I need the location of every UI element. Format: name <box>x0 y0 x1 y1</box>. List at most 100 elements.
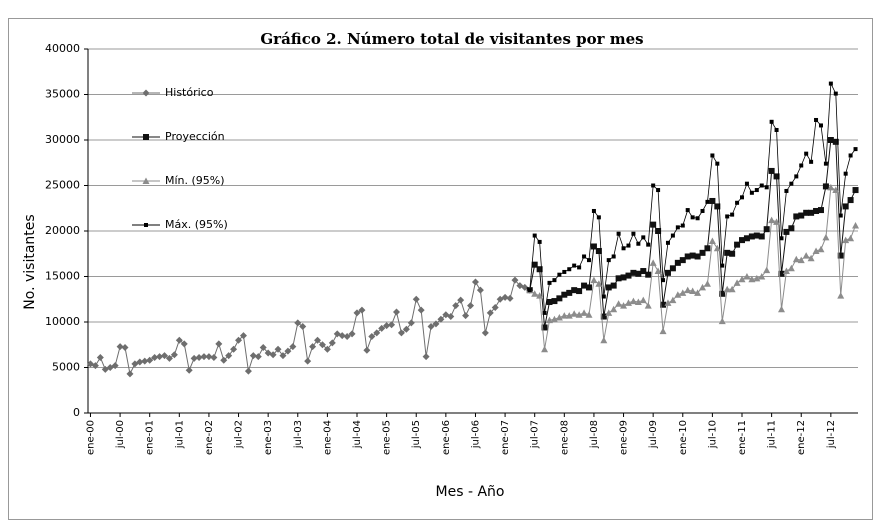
marker <box>259 343 267 351</box>
marker <box>794 174 799 179</box>
marker <box>843 171 848 176</box>
marker <box>304 357 312 365</box>
marker <box>610 282 617 289</box>
marker <box>427 323 435 331</box>
marker <box>501 293 509 301</box>
marker <box>532 233 537 238</box>
marker <box>684 253 691 260</box>
marker <box>358 306 366 314</box>
marker <box>661 278 666 283</box>
marker <box>753 232 760 239</box>
marker <box>705 199 710 204</box>
x-tick-label: ene-03 <box>263 420 274 455</box>
marker <box>289 343 297 351</box>
marker <box>842 203 849 210</box>
marker <box>768 167 775 174</box>
marker <box>763 226 770 233</box>
marker <box>715 161 720 166</box>
marker <box>175 336 183 344</box>
x-tick-label: ene-05 <box>382 420 393 455</box>
marker <box>567 267 572 272</box>
marker <box>743 235 750 242</box>
marker <box>817 245 825 253</box>
legend-label: Proyección <box>165 130 225 143</box>
marker <box>759 183 764 188</box>
marker <box>823 161 828 166</box>
marker <box>537 239 542 244</box>
x-tick-label: ene-09 <box>619 420 630 455</box>
y-tick-label: 5000 <box>52 361 80 374</box>
marker <box>274 345 282 353</box>
marker <box>397 329 405 337</box>
marker <box>625 272 632 279</box>
marker <box>817 207 824 214</box>
marker <box>220 356 228 364</box>
marker <box>595 280 603 287</box>
marker <box>585 311 593 318</box>
marker <box>645 271 652 278</box>
marker <box>620 274 627 281</box>
y-tick-label: 30000 <box>45 133 80 146</box>
marker <box>620 302 628 309</box>
marker <box>225 352 233 360</box>
marker <box>581 282 588 289</box>
marker <box>670 233 675 238</box>
marker <box>314 336 322 344</box>
marker <box>694 289 702 296</box>
marker <box>774 127 779 132</box>
legend-label: Histórico <box>165 86 214 99</box>
marker <box>116 343 124 351</box>
x-tick-label: jul-05 <box>411 420 422 449</box>
marker <box>353 309 361 317</box>
marker <box>511 276 519 284</box>
marker <box>279 352 287 360</box>
marker <box>531 261 538 268</box>
marker <box>437 315 445 323</box>
marker <box>407 319 415 327</box>
marker <box>136 358 144 366</box>
marker <box>580 309 588 316</box>
marker <box>170 351 178 359</box>
x-tick-label: jul-07 <box>530 420 541 449</box>
marker <box>675 225 680 230</box>
marker <box>471 278 479 286</box>
marker <box>764 185 769 190</box>
marker <box>591 208 596 213</box>
x-tick-label: jul-04 <box>352 420 363 449</box>
marker <box>629 297 637 305</box>
marker <box>703 280 711 287</box>
y-tick-label: 20000 <box>45 224 80 237</box>
marker <box>788 225 795 232</box>
x-tick-label: jul-03 <box>293 420 304 449</box>
marker <box>595 248 602 255</box>
marker <box>635 270 642 277</box>
marker <box>565 312 573 319</box>
marker <box>571 287 578 294</box>
marker <box>773 173 780 180</box>
y-tick-label: 25000 <box>45 179 80 192</box>
marker <box>388 321 396 329</box>
marker <box>570 310 578 317</box>
marker <box>244 367 252 375</box>
marker <box>709 197 716 204</box>
marker <box>91 362 99 370</box>
marker <box>822 233 830 241</box>
marker <box>200 353 208 361</box>
marker <box>343 333 351 341</box>
legend-marker <box>143 134 149 140</box>
marker <box>837 292 845 299</box>
marker <box>606 258 611 263</box>
marker <box>185 366 193 374</box>
marker <box>422 353 430 361</box>
x-tick-label: jul-02 <box>234 420 245 449</box>
marker <box>338 332 346 340</box>
marker <box>146 356 154 364</box>
marker <box>630 269 637 276</box>
marker <box>560 312 568 319</box>
marker <box>585 284 592 291</box>
marker <box>555 313 563 321</box>
marker <box>713 244 721 252</box>
marker <box>646 242 651 247</box>
marker <box>733 279 741 286</box>
x-tick-label: jul-10 <box>707 420 718 449</box>
